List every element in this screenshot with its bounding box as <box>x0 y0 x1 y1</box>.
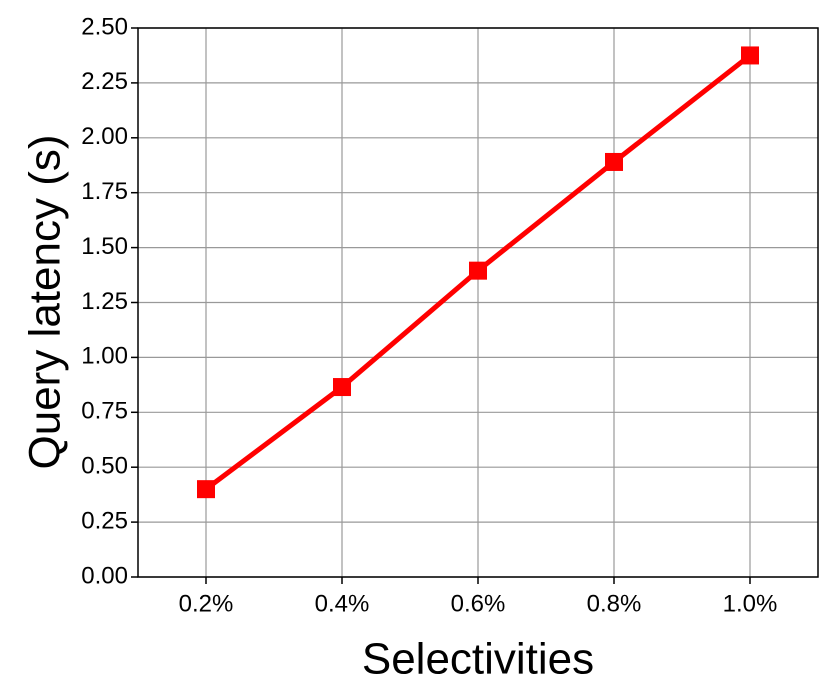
y-tick-label: 0.00 <box>81 562 128 589</box>
marker <box>741 46 759 65</box>
y-tick-label: 0.25 <box>81 507 128 534</box>
y-tick-label: 1.50 <box>81 233 128 260</box>
marker <box>605 152 623 171</box>
x-tick-label: 0.4% <box>315 590 370 617</box>
x-axis-title: Selectivities <box>362 635 594 684</box>
y-tick-label: 1.75 <box>81 178 128 205</box>
marker <box>333 378 351 397</box>
y-tick-label: 2.25 <box>81 68 128 95</box>
x-tick-label: 1.0% <box>723 590 778 617</box>
y-tick-label: 2.00 <box>81 123 128 150</box>
plot-frame <box>137 27 819 578</box>
x-tick-label: 0.2% <box>179 590 234 617</box>
x-tick-label: 0.6% <box>451 590 506 617</box>
y-tick-label: 1.00 <box>81 343 128 370</box>
y-tick-label: 1.25 <box>81 288 128 315</box>
y-axis-title: Query latency (s) <box>21 135 70 470</box>
y-tick-label: 2.50 <box>81 13 128 40</box>
y-tick-label: 0.75 <box>81 398 128 425</box>
y-tick-label: 0.50 <box>81 453 128 480</box>
x-tick-label: 0.8% <box>587 590 642 617</box>
marker <box>197 480 215 499</box>
marker <box>469 261 487 280</box>
